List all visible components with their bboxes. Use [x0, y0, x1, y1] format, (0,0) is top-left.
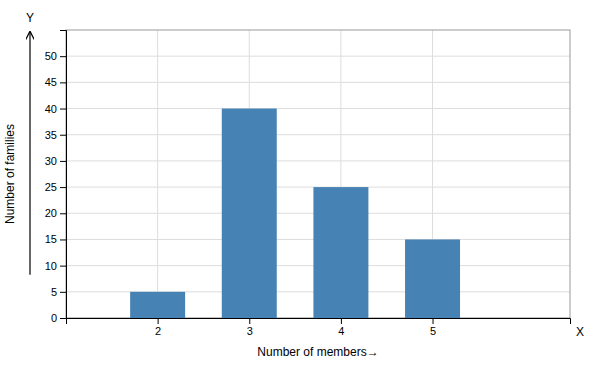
tick-mark	[60, 187, 66, 188]
tick-label: 4	[338, 325, 344, 337]
tick-label: 3	[247, 325, 253, 337]
tick-label: 50	[45, 50, 57, 62]
tick: 25	[45, 181, 66, 193]
tick-mark	[60, 266, 66, 267]
grid-line	[66, 108, 570, 109]
grid-line	[66, 134, 570, 135]
tick: 3	[247, 318, 253, 337]
tick: 45	[45, 76, 66, 88]
tick: 30	[45, 155, 66, 167]
tick-mark	[158, 318, 159, 324]
tick-label: 0	[51, 312, 57, 324]
tick-label: 35	[45, 129, 57, 141]
annotation: Y	[26, 11, 34, 25]
tick-label: 30	[45, 155, 57, 167]
tick-label: 45	[45, 76, 57, 88]
tick-mark	[60, 135, 66, 136]
bar	[222, 109, 277, 318]
axis-line	[67, 319, 571, 325]
x-axis: 2 3 4 5	[67, 318, 571, 337]
tick-label: 2	[155, 325, 161, 337]
tick: 20	[45, 207, 66, 219]
plot-frame	[66, 30, 570, 318]
axis-line	[60, 31, 67, 319]
tick-mark	[60, 161, 66, 162]
tick-label: 15	[45, 233, 57, 245]
grid	[66, 30, 570, 318]
tick-mark	[60, 318, 66, 319]
tick-mark	[60, 213, 66, 214]
tick-mark	[60, 82, 66, 83]
grid-line	[66, 56, 570, 57]
tick-mark	[60, 56, 66, 57]
tick: 0	[51, 312, 66, 324]
tick: 10	[45, 260, 66, 272]
bar	[405, 239, 460, 318]
tick-label: 40	[45, 103, 57, 115]
chart: 234505101520253035404550Number of member…	[0, 0, 596, 368]
grid-line	[157, 30, 158, 318]
tick-mark	[249, 318, 250, 324]
tick-label: 20	[45, 207, 57, 219]
tick: 4	[338, 318, 344, 337]
grid-line	[66, 160, 570, 161]
tick-label: 5	[51, 286, 57, 298]
bar	[130, 292, 185, 318]
y-axis-title: Number of families	[3, 124, 17, 224]
y-axis: 0 5 10 15 20 25 30 35 40 45 50	[45, 31, 67, 325]
x-axis-title: Number of members→	[257, 345, 378, 359]
tick-label: 25	[45, 181, 57, 193]
tick: 5	[430, 318, 436, 337]
tick: 50	[45, 50, 66, 62]
grid-line	[66, 82, 570, 83]
tick: 15	[45, 233, 66, 245]
bars	[130, 109, 460, 318]
plot: 234505101520253035404550Number of member…	[3, 11, 584, 359]
tick-mark	[60, 109, 66, 110]
bar	[313, 187, 368, 318]
y-arrow	[29, 32, 30, 275]
tick-label: 5	[430, 325, 436, 337]
annotation: X	[576, 325, 584, 339]
tick: 35	[45, 129, 66, 141]
tick-label: 10	[45, 260, 57, 272]
tick-mark	[341, 318, 342, 324]
tick: 40	[45, 103, 66, 115]
tick-mark	[433, 318, 434, 324]
tick-mark	[60, 292, 66, 293]
tick-mark	[60, 239, 66, 240]
tick: 2	[155, 318, 161, 337]
tick: 5	[51, 286, 66, 298]
